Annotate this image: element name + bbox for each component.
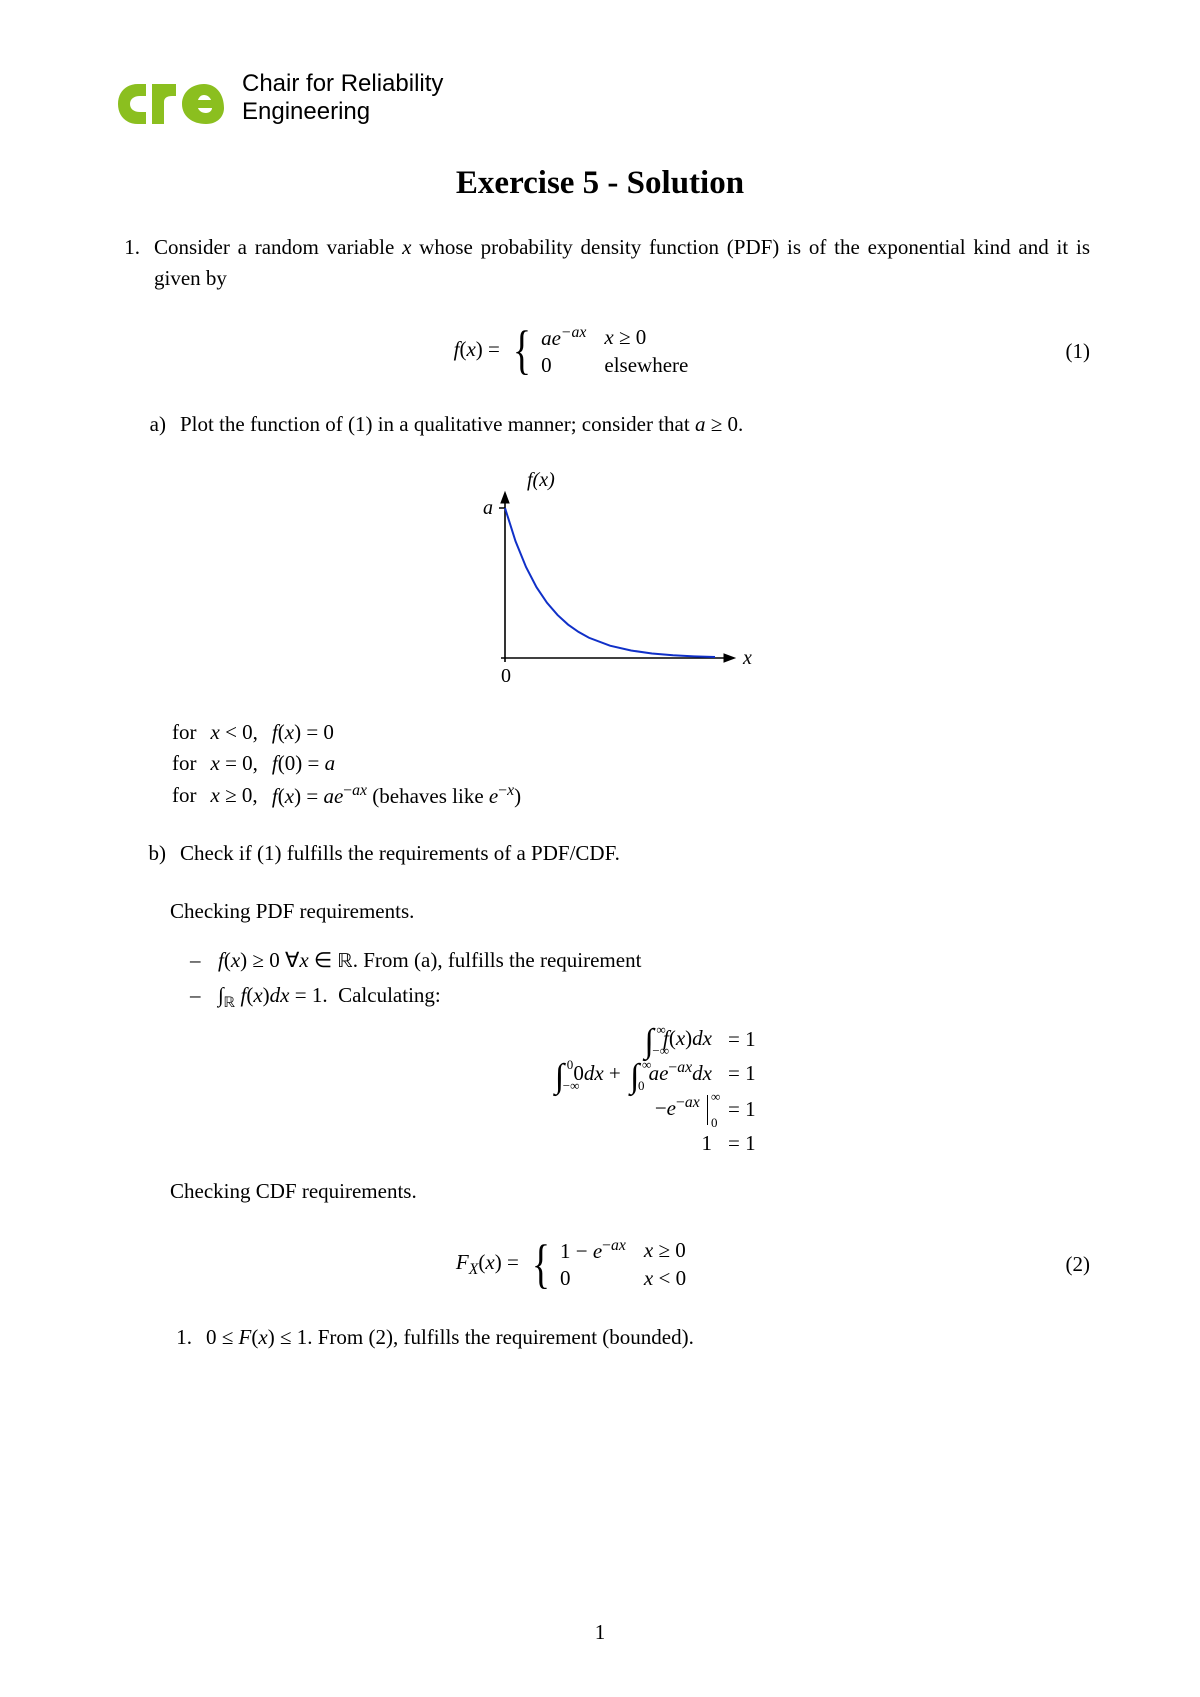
eq2-case2-expr: 0 [560, 1265, 644, 1292]
list-item: – ∫ℝ f(x)dx = 1. Calculating: [190, 979, 1090, 1016]
table-row: for x = 0, f(0) = a [172, 749, 533, 778]
eq1-case2-expr: 0 [541, 352, 604, 379]
rhs: = 1 [720, 1027, 788, 1052]
exponential-pdf-chart: f(x) a 0 x [110, 458, 1090, 698]
part-b: b) Check if (1) fulfills the requirement… [140, 838, 1090, 868]
part-b-text: Check if (1) fulfills the requirements o… [180, 838, 1090, 868]
svg-text:f(x): f(x) [527, 469, 555, 491]
eq1-number: (1) [1050, 339, 1090, 364]
cell: f(x) = 0 [272, 718, 533, 747]
pdf-check-header: Checking PDF requirements. [170, 896, 1090, 926]
question-1: 1. Consider a random variable x whose pr… [110, 232, 1090, 293]
lhs: 1 [412, 1131, 720, 1156]
svg-text:x: x [742, 647, 752, 669]
cell: for [172, 780, 209, 811]
cdf-requirement-1: 1. 0 ≤ F(x) ≤ 1. From (2), fulfills the … [166, 1322, 1090, 1352]
integral-derivation: ∫∞−∞ f(x)dx = 1 ∫0−∞ 0dx + ∫∞0 ae−axdx =… [110, 1026, 1090, 1156]
equation-2: FX(x) = { 1 − e−ax x ≥ 0 0 x < 0 (2) [110, 1236, 1090, 1292]
table-row: for x ≥ 0, f(x) = ae−ax (behaves like e−… [172, 780, 533, 811]
svg-text:a: a [483, 497, 493, 519]
enum-1b: 1. [166, 1322, 192, 1352]
function-cases-table: for x < 0, f(x) = 0 for x = 0, f(0) = a … [170, 716, 535, 813]
equation-1: f(x) = { ae−ax x ≥ 0 0 elsewhere (1) [110, 323, 1090, 379]
eq2-case1-cond: x ≥ 0 [644, 1236, 704, 1265]
eq2-center: FX(x) = { 1 − e−ax x ≥ 0 0 x < 0 [110, 1236, 1050, 1292]
enum-b: b) [140, 838, 166, 868]
q1-intro-a: Consider a random variable [154, 235, 402, 259]
svg-text:0: 0 [501, 665, 511, 687]
logo-line2: Engineering [242, 98, 443, 126]
cell: f(0) = a [272, 749, 533, 778]
page-title: Exercise 5 - Solution [110, 165, 1090, 202]
eq1-center: f(x) = { ae−ax x ≥ 0 0 elsewhere [110, 323, 1050, 379]
cell: x ≥ 0, [211, 780, 270, 811]
cdf-check-header: Checking CDF requirements. [170, 1176, 1090, 1206]
pdf-requirements-list: – f(x) ≥ 0 ∀x ∈ ℝ. From (a), fulfills th… [190, 944, 1090, 1016]
eq1-case1-expr: ae−ax [541, 326, 586, 350]
part-a-text: Plot the function of (1) in a qualitativ… [180, 409, 1090, 439]
enum-1: 1. [110, 232, 140, 293]
part-a: a) Plot the function of (1) in a qualita… [140, 409, 1090, 439]
eq1-case2-cond: elsewhere [604, 352, 706, 379]
cell: x = 0, [211, 749, 270, 778]
logo-line1: Chair for Reliability [242, 70, 443, 98]
rhs: = 1 [720, 1097, 788, 1122]
logo-text: Chair for Reliability Engineering [242, 70, 443, 125]
eq2-case2-cond: x < 0 [644, 1265, 704, 1292]
page: Chair for Reliability Engineering Exerci… [0, 0, 1200, 1697]
cell: x < 0, [211, 718, 270, 747]
rhs: = 1 [720, 1131, 788, 1156]
cell: for [172, 749, 209, 778]
cell: f(x) = ae−ax (behaves like e−x) [272, 780, 533, 811]
cell: for [172, 718, 209, 747]
list-item: – f(x) ≥ 0 ∀x ∈ ℝ. From (a), fulfills th… [190, 944, 1090, 979]
enum-a: a) [140, 409, 166, 439]
institution-logo: Chair for Reliability Engineering [110, 70, 1090, 125]
page-number: 1 [0, 1620, 1200, 1645]
eq2-case1-expr: 1 − e−ax [560, 1236, 644, 1265]
eq2-number: (2) [1050, 1252, 1090, 1277]
cre-logo-icon [110, 70, 230, 125]
cdf-req-text: 0 ≤ F(x) ≤ 1. From (2), fulfills the req… [206, 1322, 1090, 1352]
rhs: = 1 [720, 1061, 788, 1086]
q1-body: Consider a random variable x whose proba… [154, 232, 1090, 293]
table-row: for x < 0, f(x) = 0 [172, 718, 533, 747]
chart-svg: f(x) a 0 x [435, 458, 765, 698]
eq1-case1-cond: x ≥ 0 [604, 323, 706, 352]
